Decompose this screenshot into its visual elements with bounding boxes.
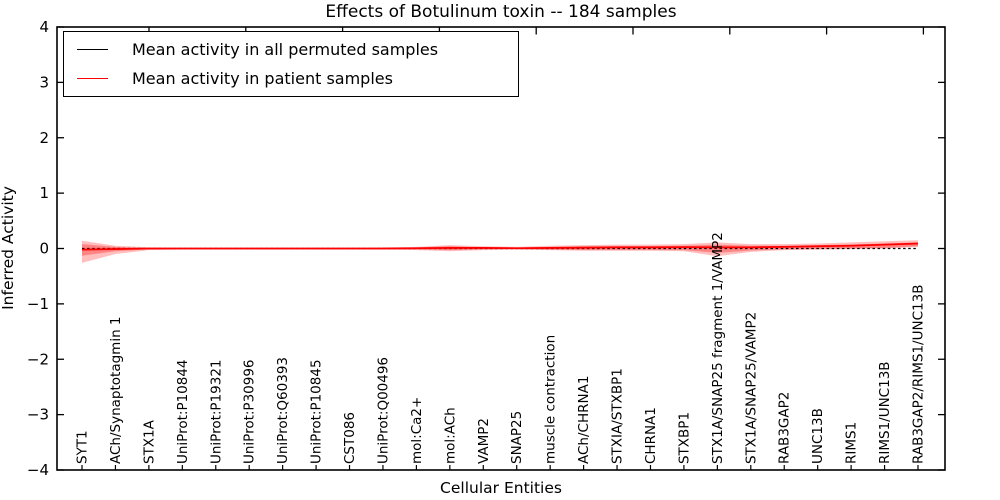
x-tick-label: CST086 [342, 412, 358, 464]
x-tick-label: UniProt:Q60393 [275, 357, 291, 464]
y-tick-label: 2 [39, 129, 49, 147]
legend-line-sample-red [77, 78, 108, 79]
y-axis-label: Inferred Activity [0, 186, 17, 310]
y-tick-label: 3 [39, 73, 49, 91]
x-tick-label: muscle contraction [543, 335, 559, 464]
confidence-band-0 [82, 240, 918, 263]
legend-entry-permuted: Mean activity in all permuted samples [64, 39, 518, 59]
y-tick-label: 4 [39, 18, 49, 36]
x-tick-label: UniProt:Q00496 [375, 357, 391, 464]
legend-line-sample-black [77, 49, 108, 50]
confidence-band-1 [82, 242, 918, 256]
y-tick-label: −2 [27, 350, 49, 368]
x-axis-label: Cellular Entities [440, 479, 562, 497]
x-tick-label: RAB3GAP2/RIMS1/UNC13B [911, 285, 927, 464]
x-tick-label: mol:ACh [442, 407, 458, 464]
x-tick-label: SYT1 [75, 430, 91, 464]
x-tick-label: VAMP2 [476, 418, 492, 464]
x-tick-label: STX1A [141, 419, 157, 464]
y-tick-label: 1 [39, 184, 49, 202]
x-tick-label: STXBP1 [676, 412, 692, 464]
y-tick-label: −4 [27, 461, 49, 479]
x-tick-label: ACh/Synaptotagmin 1 [108, 316, 124, 464]
x-tick-label: UniProt:P19321 [208, 359, 224, 464]
x-tick-label: UniProt:P10844 [175, 359, 191, 464]
legend-entry-patient: Mean activity in patient samples [64, 68, 518, 88]
x-tick-label: CHRNA1 [643, 407, 659, 464]
legend-label: Mean activity in patient samples [132, 68, 393, 88]
x-tick-label: UNC13B [810, 408, 826, 464]
y-tick-label: −1 [27, 295, 49, 313]
x-tick-label: RAB3GAP2 [777, 392, 793, 464]
x-tick-label: UniProt:P10845 [309, 359, 325, 464]
legend: Mean activity in all permuted samples Me… [63, 31, 519, 97]
x-tick-label: UniProt:P30996 [242, 359, 258, 464]
plot-area: −4 −3 −2 −1 0 1 2 3 4 SYT1 ACh/Synaptotagmin 1 STX1… [27, 18, 946, 479]
x-tick-label: RIMS1/UNC13B [877, 361, 893, 464]
x-tick-label: ACh/CHRNA1 [576, 376, 592, 464]
x-tick-label: mol:Ca2+ [409, 397, 425, 464]
x-tick-label: RIMS1 [844, 422, 860, 464]
chart-title: Effects of Botulinum toxin -- 184 sample… [325, 2, 676, 22]
x-tick-label: STX1A/SNAP25/VAMP2 [743, 312, 759, 464]
y-tick-label: −3 [27, 406, 49, 424]
x-tick-label: STXIA/STXBP1 [610, 368, 626, 464]
y-tick-label: 0 [39, 240, 49, 258]
series-line-1 [81, 242, 919, 251]
x-tick-label: STX1A/SNAP25 fragment 1/VAMP2 [710, 232, 726, 464]
x-tick-label: SNAP25 [509, 411, 525, 464]
legend-label: Mean activity in all permuted samples [132, 39, 439, 59]
